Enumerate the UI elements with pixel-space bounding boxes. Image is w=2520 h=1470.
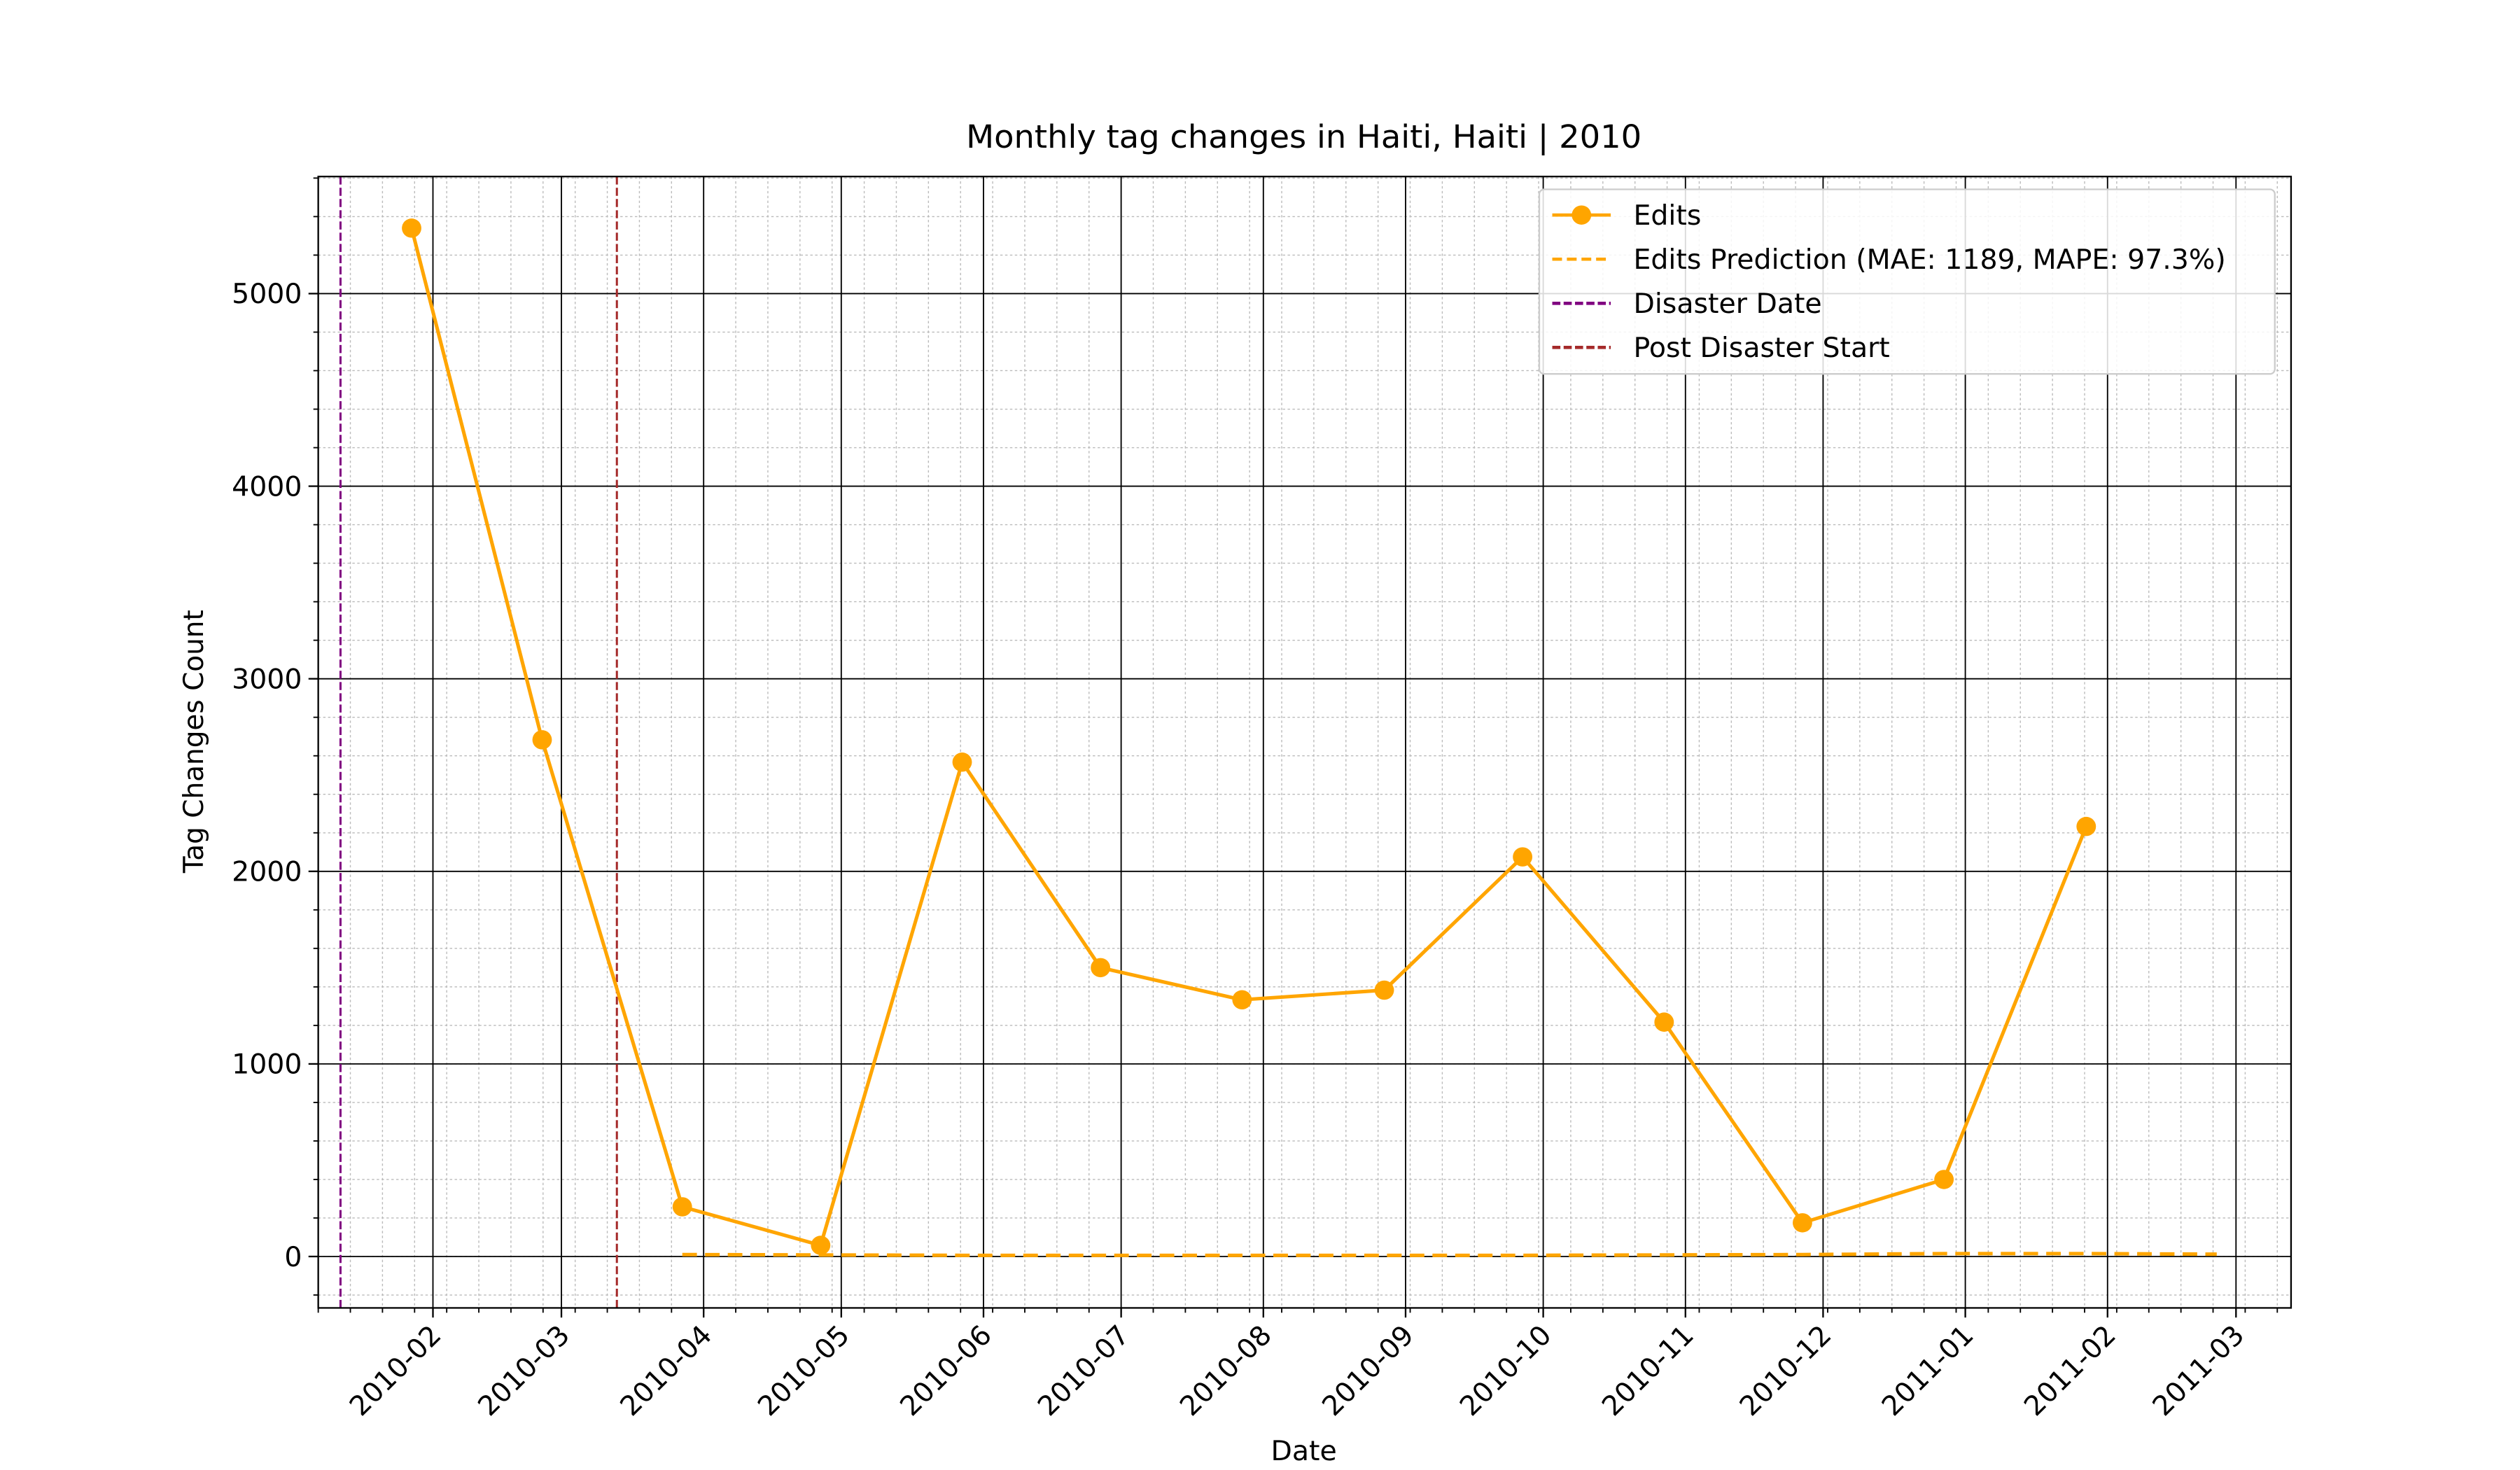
- series-line: [682, 1252, 2217, 1257]
- data-point: [811, 1236, 831, 1255]
- legend-label: Edits: [1634, 200, 1702, 232]
- data-point: [1513, 847, 1533, 867]
- data-point: [1374, 980, 1394, 1000]
- y-tick-label: 2000: [232, 857, 302, 888]
- data-point: [532, 730, 552, 750]
- y-axis-label: Tag Changes Count: [178, 610, 210, 874]
- y-tick-label: 0: [284, 1242, 302, 1273]
- x-tick-label: 2010-03: [472, 1320, 576, 1422]
- y-tick-label: 1000: [232, 1049, 302, 1081]
- x-tick-label: 2011-01: [1876, 1320, 1980, 1422]
- legend-label: Post Disaster Start: [1634, 332, 1890, 364]
- x-tick-label: 2010-02: [344, 1320, 447, 1422]
- data-point: [672, 1197, 692, 1217]
- data-point: [402, 218, 421, 238]
- x-axis-label: Date: [1271, 1436, 1337, 1467]
- x-tick-label: 2010-06: [895, 1320, 998, 1422]
- chart-title: Monthly tag changes in Haiti, Haiti | 20…: [966, 118, 1642, 156]
- plot-frame: [317, 176, 2292, 1309]
- data-point: [1793, 1213, 1812, 1233]
- x-tick-label: 2011-03: [2147, 1320, 2250, 1422]
- data-point: [1934, 1170, 1954, 1189]
- x-tick-label: 2010-04: [615, 1320, 718, 1422]
- x-tick-label: 2011-02: [2018, 1320, 2122, 1422]
- x-tick-label: 2010-12: [1734, 1320, 1837, 1422]
- legend-marker: [1572, 205, 1592, 225]
- data-point: [952, 752, 972, 772]
- data-point: [1654, 1012, 1674, 1032]
- x-tick-label: 2010-07: [1032, 1320, 1135, 1422]
- data-point: [1232, 990, 1252, 1010]
- legend: Edits Edits Prediction (MAE: 1189, MAPE: …: [1538, 188, 2276, 375]
- legend-label: Edits Prediction (MAE: 1189, MAPE: 97.3%…: [1634, 244, 2226, 276]
- x-tick-label: 2010-10: [1454, 1320, 1558, 1422]
- x-tick-label: 2010-05: [752, 1320, 855, 1422]
- x-tick-label: 2010-11: [1596, 1320, 1700, 1422]
- x-tick-label: 2010-08: [1174, 1320, 1278, 1422]
- y-tick-label: 3000: [232, 664, 302, 696]
- y-tick-label: 5000: [232, 279, 302, 310]
- data-point: [1091, 958, 1111, 978]
- y-tick-label: 4000: [232, 472, 302, 503]
- x-tick-label: 2010-09: [1317, 1320, 1420, 1422]
- legend-label: Disaster Date: [1634, 288, 1822, 320]
- data-point: [2076, 816, 2096, 836]
- legend-box: [1538, 188, 2276, 375]
- series-line: [410, 227, 2088, 1248]
